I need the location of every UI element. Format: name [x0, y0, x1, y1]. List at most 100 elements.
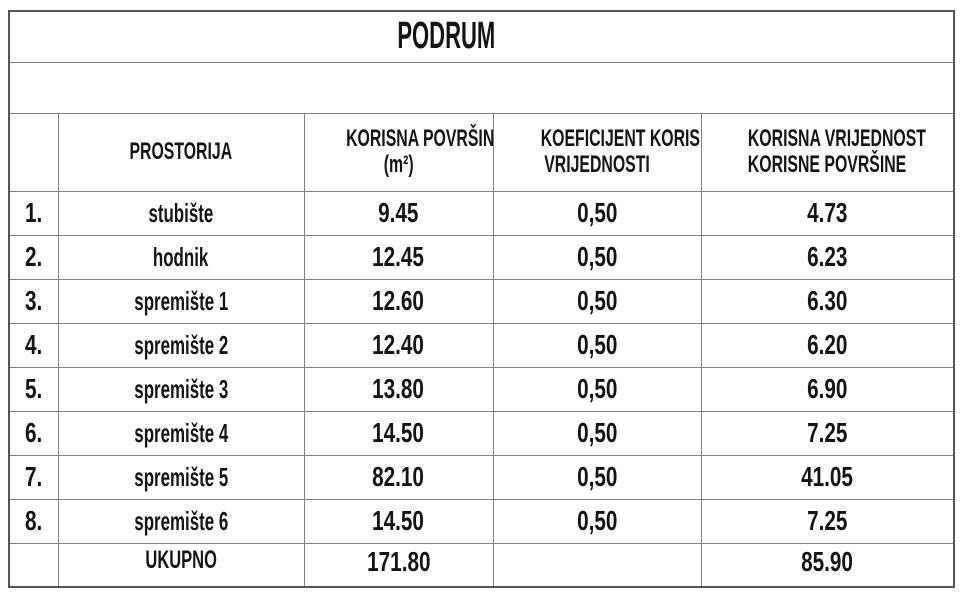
room-useful-value: 41.05	[801, 461, 854, 492]
room-name-cell: hodnik	[57, 234, 305, 280]
row-number: 1.	[25, 197, 43, 228]
total-coefficient-cell	[492, 542, 702, 588]
room-useful-value-cell: 6.20	[700, 322, 955, 368]
table-row: 3. spremište 1 12.60 0,50 6.30	[8, 278, 955, 324]
room-coefficient-cell: 0,50	[492, 322, 702, 368]
room-useful-value-cell: 7.25	[700, 410, 955, 456]
room-useful-value: 6.30	[807, 285, 848, 316]
title-cell: PODRUM	[8, 10, 955, 63]
room-useful-value: 6.90	[807, 373, 848, 404]
room-coefficient-cell: 0,50	[492, 498, 702, 544]
room-area-value: 14.50	[372, 505, 425, 536]
header-num-cell	[8, 112, 59, 192]
spacer-cell	[8, 61, 955, 114]
header-korisna-vrijednost-label-line1: KORISNA VRIJEDNOST	[747, 125, 926, 152]
total-label-cell: UKUPNO	[57, 542, 305, 588]
header-korisna-vrijednost-cell: KORISNA VRIJEDNOST KORISNE POVRŠINE	[700, 112, 955, 192]
room-area-cell: 14.50	[303, 410, 494, 456]
title-row: PODRUM	[8, 10, 955, 63]
row-number: 8.	[25, 505, 43, 536]
room-coefficient-value: 0,50	[576, 461, 618, 492]
room-useful-value-cell: 41.05	[700, 454, 955, 500]
total-num-cell	[8, 542, 59, 588]
room-area-value: 12.60	[372, 285, 425, 316]
podrum-table: PODRUM PROSTORIJA KORISNA POVRŠINA (m²) …	[8, 10, 956, 588]
total-useful-value: 85.90	[801, 545, 854, 577]
room-name-cell: stubište	[57, 190, 305, 236]
room-coefficient-cell: 0,50	[492, 278, 702, 324]
podrum-table-sheet: PODRUM PROSTORIJA KORISNA POVRŠINA (m²) …	[8, 10, 956, 588]
room-name-cell: spremište 4	[57, 410, 305, 456]
room-coefficient-value: 0,50	[576, 329, 618, 360]
row-number: 7.	[25, 461, 43, 492]
room-name-cell: spremište 1	[57, 278, 305, 324]
row-number: 4.	[25, 329, 43, 360]
row-number-cell: 8.	[8, 498, 59, 544]
table-row: 2. hodnik 12.45 0,50 6.23	[8, 234, 955, 280]
room-coefficient-value: 0,50	[576, 505, 618, 536]
table-row: 5. spremište 3 13.80 0,50 6.90	[8, 366, 955, 412]
row-number-cell: 7.	[8, 454, 59, 500]
room-useful-value: 7.25	[807, 505, 848, 536]
room-area-cell: 9.45	[303, 190, 494, 236]
room-coefficient-cell: 0,50	[492, 366, 702, 412]
room-coefficient-value: 0,50	[576, 285, 618, 316]
room-name-cell: spremište 5	[57, 454, 305, 500]
room-area-cell: 12.60	[303, 278, 494, 324]
header-row: PROSTORIJA KORISNA POVRŠINA (m²) KOEFICI…	[8, 112, 955, 192]
room-coefficient-cell: 0,50	[492, 234, 702, 280]
room-name-cell: spremište 2	[57, 322, 305, 368]
room-area-value: 14.50	[372, 417, 425, 448]
room-coefficient-cell: 0,50	[492, 190, 702, 236]
room-name: spremište 4	[134, 417, 228, 448]
room-useful-value: 7.25	[807, 417, 848, 448]
room-useful-value-cell: 6.30	[700, 278, 955, 324]
room-area-value: 12.40	[372, 329, 425, 360]
room-name: spremište 1	[134, 285, 228, 316]
row-number-cell: 3.	[8, 278, 59, 324]
room-area-cell: 13.80	[303, 366, 494, 412]
table-row: 1. stubište 9.45 0,50 4.73	[8, 190, 955, 236]
room-coefficient-value: 0,50	[576, 373, 618, 404]
table-row: 7. spremište 5 82.10 0,50 41.05	[8, 454, 955, 500]
room-useful-value: 6.20	[807, 329, 848, 360]
row-number-cell: 5.	[8, 366, 59, 412]
header-koeficijent-label-line1: KOEFICIJENT KORISNE	[540, 125, 700, 152]
room-useful-value-cell: 6.90	[700, 366, 955, 412]
total-label: UKUPNO	[145, 545, 217, 574]
table-row: 6. spremište 4 14.50 0,50 7.25	[8, 410, 955, 456]
table-row: 4. spremište 2 12.40 0,50 6.20	[8, 322, 955, 368]
header-korisna-povrsina-cell: KORISNA POVRŠINA (m²)	[303, 112, 494, 192]
row-number-cell: 1.	[8, 190, 59, 236]
row-number: 2.	[25, 241, 43, 272]
table-row: 8. spremište 6 14.50 0,50 7.25	[8, 498, 955, 544]
header-korisna-povrsina-label-line1: KORISNA POVRŠINA	[345, 125, 493, 152]
spacer-row	[8, 61, 955, 114]
room-coefficient-cell: 0,50	[492, 410, 702, 456]
row-number: 5.	[25, 373, 43, 404]
total-area-value: 171.80	[366, 545, 431, 577]
room-area-cell: 82.10	[303, 454, 494, 500]
room-coefficient-cell: 0,50	[492, 454, 702, 500]
header-prostorija-label: PROSTORIJA	[129, 138, 233, 165]
room-coefficient-value: 0,50	[576, 241, 618, 272]
room-area-value: 82.10	[372, 461, 425, 492]
room-name: hodnik	[153, 241, 209, 272]
room-name: spremište 3	[134, 373, 228, 404]
room-area-cell: 14.50	[303, 498, 494, 544]
total-row: UKUPNO 171.80 85.90	[8, 542, 955, 588]
header-korisna-vrijednost-label-line2: KORISNE POVRŠINE	[748, 151, 907, 178]
room-name: spremište 6	[134, 505, 228, 536]
header-koeficijent-label-line2: VRIJEDNOSTI	[544, 151, 650, 178]
header-korisna-povrsina-label-line2: (m²)	[383, 151, 414, 178]
room-coefficient-value: 0,50	[576, 417, 618, 448]
row-number-cell: 2.	[8, 234, 59, 280]
room-area-cell: 12.40	[303, 322, 494, 368]
room-useful-value: 4.73	[807, 197, 848, 228]
room-useful-value-cell: 7.25	[700, 498, 955, 544]
room-useful-value-cell: 4.73	[700, 190, 955, 236]
room-area-value: 12.45	[372, 241, 425, 272]
row-number: 3.	[25, 285, 43, 316]
room-coefficient-value: 0,50	[576, 197, 618, 228]
room-name-cell: spremište 3	[57, 366, 305, 412]
